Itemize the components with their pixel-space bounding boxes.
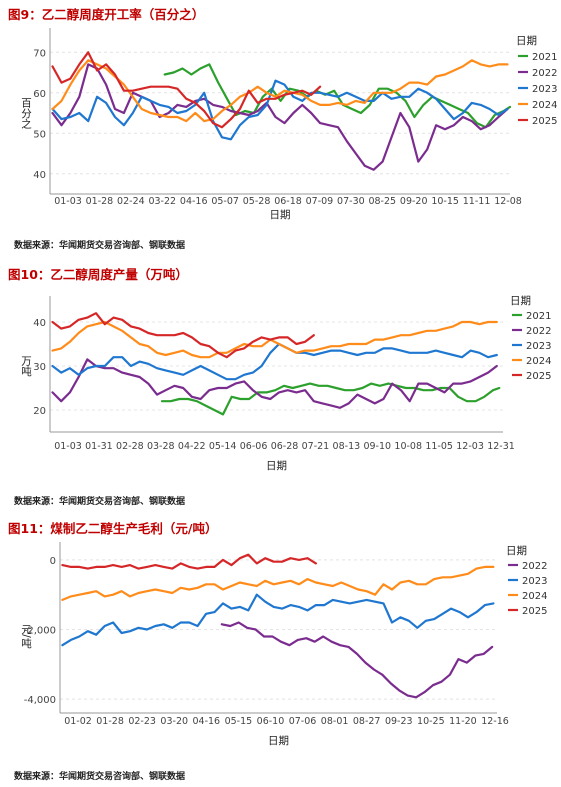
chart3-xtick-label: 11-20 [449,716,477,727]
chart1-xtick-label: 04-16 [180,196,208,207]
chart1-xtick-label: 09-20 [400,196,428,207]
chart2-legend-label-2021: 2021 [526,311,551,322]
chart3-xtick-label: 09-23 [385,716,413,727]
chart1-legend-label-2024: 2024 [532,100,557,111]
chart2-xlabel: 日期 [266,460,287,472]
chart1-xtick-label: 08-25 [368,196,396,207]
chart1-ytick-label: 40 [33,170,46,181]
chart3-xtick-label: 07-06 [289,716,317,727]
chart3-xtick-label: 05-15 [225,716,253,727]
chart2-xtick-label: 01-03 [54,441,82,452]
chart3-xtick-label: 01-28 [96,716,124,727]
chart2-ylabel: 万吨 [20,356,32,377]
chart1-svg: 40 50 60 70 01-03 01-28 02-24 03-22 04-16 05-07 05… [20,28,557,221]
chart3-svg: 0 -2,000 -4,000 01-02 01-28 02-23 03-20 04-16 05… [20,542,547,747]
chart1-xtick-label: 01-03 [54,196,82,207]
chart1-xtick-label: 11-11 [463,196,491,207]
chart3-ytick-label: 0 [50,556,56,567]
chart3-ylabel: 元/吨 [20,624,32,649]
chart2-title: 图10：乙二醇周度产量（万吨） [8,267,188,282]
chart1-legend-label-2022: 2022 [532,68,557,79]
chart1-legend-label-2025: 2025 [532,116,557,127]
chart1-xtick-label: 05-07 [211,196,239,207]
chart2-ytick-label: 30 [33,362,46,373]
chart1-xlabel: 日期 [270,209,291,221]
chart3-legend-label-2025: 2025 [522,606,547,617]
chart2-series-2021-line [160,382,501,416]
chart1-legend-label-2023: 2023 [532,84,557,95]
chart2-legend-label-2023: 2023 [526,341,551,352]
chart3-legend-title: 日期 [506,545,527,557]
chart1-legend-title: 日期 [516,35,537,47]
chart1-ylabel: 百分之 [20,97,32,129]
chart2-xtick-label: 09-10 [363,441,391,452]
chart2-xtick-label: 08-13 [333,441,361,452]
chart1-xtick-label: 10-15 [431,196,459,207]
chart2-series-2025-line [51,312,315,359]
chart2-xtick-label: 04-22 [178,441,206,452]
chart3-series-2023-line [61,593,495,647]
chart2-xtick-label: 05-14 [209,441,237,452]
chart2-xtick-label: 11-05 [425,441,453,452]
chart3-xtick-label: 02-23 [128,716,156,727]
chart1-xtick-label: 12-08 [494,196,522,207]
chart1-xtick-label: 03-22 [148,196,176,207]
chart2-legend-label-2024: 2024 [526,356,551,367]
chart3-series-2025-line [61,553,317,570]
chart3-series-2024-line [61,565,495,602]
chart1-xtick-label: 06-18 [274,196,302,207]
chart2-legend-label-2025: 2025 [526,371,551,382]
chart2-xtick-label: 02-28 [116,441,144,452]
chart3-xlabel: 日期 [268,735,289,747]
chart2-source: 数据来源：华闻期货交易咨询部、钢联数据 [14,497,186,507]
chart2-series-2024-line [51,320,498,359]
chart1-xtick-label: 05-28 [243,196,271,207]
chart3-title: 图11：煤制乙二醇生产毛利（元/吨） [8,521,218,536]
chart3-xtick-label: 04-16 [193,716,221,727]
chart2-xtick-label: 07-21 [302,441,330,452]
chart1-title: 图9：乙二醇周度开工率（百分之） [8,7,205,22]
chart2-xtick-label: 06-06 [240,441,268,452]
chart1-series-2021-line [163,63,512,129]
chart1-xtick-label: 02-24 [117,196,145,207]
chart3-xtick-label: 08-27 [353,716,381,727]
chart1-xtick-label: 07-09 [306,196,334,207]
chart1-series-2023-line [51,79,509,141]
chart1-series-2025-line [51,51,322,129]
chart2-series-2022-line [51,358,498,409]
chart2-xtick-label: 03-28 [147,441,175,452]
chart2-ytick-label: 40 [33,318,46,329]
chart3-source: 数据来源：华闻期货交易咨询部、钢联数据 [14,772,186,782]
chart2-svg: 20 30 40 01-03 01-31 02-28 03-28 04-22 05-14 06-0… [20,295,551,472]
chart1-xtick-label: 07-30 [337,196,365,207]
chart3-ytick-label: -2,000 [24,626,56,637]
chart2-xtick-label: 12-03 [456,441,484,452]
chart3-xtick-label: 03-20 [160,716,188,727]
chart2-xtick-label: 06-28 [271,441,299,452]
chart1-ytick-label: 70 [33,48,46,59]
chart1-legend-label-2021: 2021 [532,52,557,63]
chart2-xtick-label: 10-08 [394,441,422,452]
chart1-xtick-label: 01-28 [86,196,114,207]
chart3-legend-label-2024: 2024 [522,591,547,602]
chart1-source: 数据来源：华闻期货交易咨询部、钢联数据 [14,241,186,251]
chart3-legend-label-2023: 2023 [522,576,547,587]
chart3-xtick-label: 01-02 [64,716,92,727]
chart3-xtick-label: 10-25 [417,716,445,727]
chart3-legend-label-2022: 2022 [522,561,547,572]
chart1-ytick-label: 50 [33,129,46,140]
chart2-ytick-label: 20 [33,406,46,417]
chart1-ytick-label: 60 [33,89,46,100]
chart3-xtick-label: 12-16 [481,716,509,727]
chart3-xtick-label: 08-01 [321,716,349,727]
chart2-series-2023-line [51,342,498,381]
chart2-legend-title: 日期 [510,295,531,307]
chart2-xtick-label: 12-31 [487,441,515,452]
chart3-xtick-label: 06-10 [257,716,285,727]
chart3-series-2022-line [220,621,494,699]
chart1-series-2022-line [51,63,509,171]
chart3-ytick-label: -4,000 [24,695,56,706]
chart2-legend-label-2022: 2022 [526,326,551,337]
chart2-xtick-label: 01-31 [85,441,113,452]
